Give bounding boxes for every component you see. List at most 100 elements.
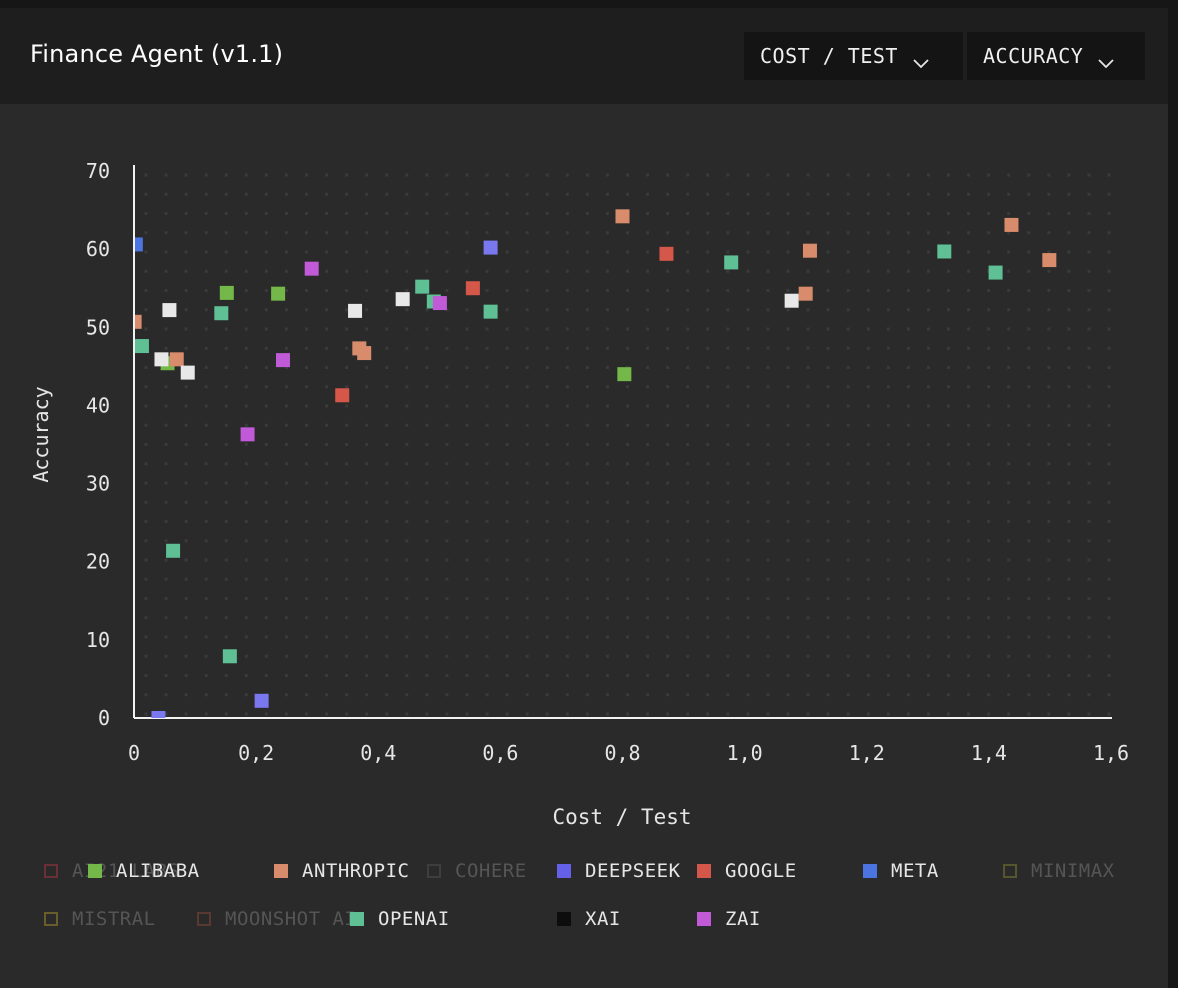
data-point-deepseek[interactable] — [254, 693, 269, 708]
grid-dot — [926, 693, 930, 697]
data-point-anthropic[interactable] — [1042, 253, 1057, 268]
data-point-anthropic[interactable] — [128, 314, 142, 329]
grid-dot — [565, 385, 569, 389]
grid-dot — [866, 539, 870, 543]
grid-dot — [947, 520, 950, 523]
legend-item-google[interactable]: GOOGLE — [697, 860, 797, 882]
grid-dot — [1107, 346, 1111, 350]
data-point-openai[interactable] — [988, 265, 1003, 280]
legend-item-cohere[interactable]: COHERE — [427, 860, 527, 882]
data-point-zai[interactable] — [304, 261, 319, 276]
legend-item-mistral[interactable]: MISTRAL — [44, 908, 156, 930]
data-point-openai[interactable] — [724, 255, 739, 270]
grid-dot — [1107, 539, 1111, 543]
data-point-alibaba[interactable] — [219, 285, 234, 300]
data-point-cohere[interactable] — [180, 365, 195, 380]
grid-dot — [746, 327, 750, 331]
legend-item-meta[interactable]: META — [863, 860, 939, 882]
data-point-openai[interactable] — [415, 279, 430, 294]
data-point-openai[interactable] — [937, 244, 952, 259]
grid-dot — [585, 712, 589, 716]
data-point-meta[interactable] — [129, 237, 143, 252]
data-point-google[interactable] — [465, 281, 480, 296]
grid-dot — [545, 597, 549, 600]
grid-dot — [1067, 712, 1071, 716]
data-point-cohere[interactable] — [154, 352, 169, 367]
data-point-openai[interactable] — [214, 306, 229, 321]
grid-dot — [846, 577, 850, 581]
grid-dot — [666, 654, 670, 658]
data-point-cohere[interactable] — [348, 303, 363, 318]
grid-dot — [626, 404, 629, 408]
grid-dot — [987, 712, 991, 716]
data-point-cohere[interactable] — [784, 293, 799, 308]
grid-dot — [987, 346, 991, 350]
grid-dot — [405, 462, 409, 466]
data-point-openai[interactable] — [135, 339, 149, 354]
grid-dot — [525, 173, 529, 177]
grid-dot — [947, 366, 950, 369]
grid-dot — [365, 712, 369, 716]
grid-dot — [826, 269, 830, 273]
x-axis-selector[interactable]: COST / TEST — [744, 32, 963, 80]
data-point-cohere[interactable] — [395, 292, 410, 307]
grid-dot — [284, 212, 288, 215]
grid-dot — [1067, 597, 1071, 600]
data-point-openai[interactable] — [166, 543, 181, 558]
grid-dot — [746, 462, 750, 466]
grid-dot — [345, 423, 349, 427]
legend-item-openai[interactable]: OPENAI — [350, 908, 450, 930]
legend-swatch — [697, 912, 711, 926]
grid-dot — [826, 443, 830, 446]
data-point-alibaba[interactable] — [617, 367, 632, 382]
data-point-anthropic[interactable] — [802, 243, 817, 258]
grid-dot — [305, 500, 308, 504]
grid-dot — [766, 346, 770, 350]
grid-dot — [886, 539, 890, 543]
data-point-zai[interactable] — [240, 427, 255, 442]
grid-dot — [224, 231, 228, 235]
grid-dot — [746, 693, 750, 697]
grid-dot — [866, 520, 870, 523]
grid-dot — [405, 250, 409, 254]
data-point-deepseek[interactable] — [151, 711, 166, 725]
data-point-alibaba[interactable] — [271, 286, 286, 301]
grid-dot — [1067, 250, 1071, 254]
grid-dot — [706, 712, 710, 716]
legend-item-xai[interactable]: XAI — [557, 908, 621, 930]
data-point-openai[interactable] — [222, 649, 237, 664]
data-point-anthropic[interactable] — [1004, 217, 1019, 232]
data-point-openai[interactable] — [483, 304, 498, 319]
data-point-google[interactable] — [335, 388, 350, 403]
legend-item-moonshot-ai[interactable]: MOONSHOT AI — [197, 908, 356, 930]
legend-item-deepseek[interactable]: DEEPSEEK — [557, 860, 681, 882]
legend-item-minimax[interactable]: MINIMAX — [1003, 860, 1115, 882]
grid-dot — [746, 269, 750, 273]
data-point-deepseek[interactable] — [483, 240, 498, 255]
grid-dot — [264, 462, 268, 466]
legend-item-zai[interactable]: ZAI — [697, 908, 761, 930]
data-point-anthropic[interactable] — [169, 352, 184, 367]
grid-dot — [746, 635, 750, 639]
y-tick-label: 10 — [86, 628, 110, 652]
grid-dot — [626, 250, 629, 254]
y-axis-selector[interactable]: ACCURACY — [967, 32, 1145, 80]
data-point-cohere[interactable] — [162, 303, 177, 318]
grid-dot — [425, 404, 429, 408]
data-point-anthropic[interactable] — [615, 209, 630, 224]
grid-dot — [686, 173, 690, 177]
data-point-anthropic[interactable] — [798, 286, 813, 301]
data-point-zai[interactable] — [432, 296, 447, 311]
grid-dot — [926, 481, 930, 485]
legend-item-anthropic[interactable]: ANTHROPIC — [274, 860, 409, 882]
grid-dot — [385, 212, 389, 215]
data-point-google[interactable] — [659, 246, 674, 261]
grid-dot — [646, 654, 650, 658]
grid-dot — [726, 674, 730, 677]
legend-label: META — [891, 860, 939, 882]
data-point-anthropic[interactable] — [357, 346, 372, 361]
legend-item-alibaba[interactable]: ALIBABA — [88, 860, 200, 882]
grid-dot — [365, 443, 369, 446]
data-point-zai[interactable] — [275, 353, 290, 368]
grid-dot — [585, 539, 589, 543]
